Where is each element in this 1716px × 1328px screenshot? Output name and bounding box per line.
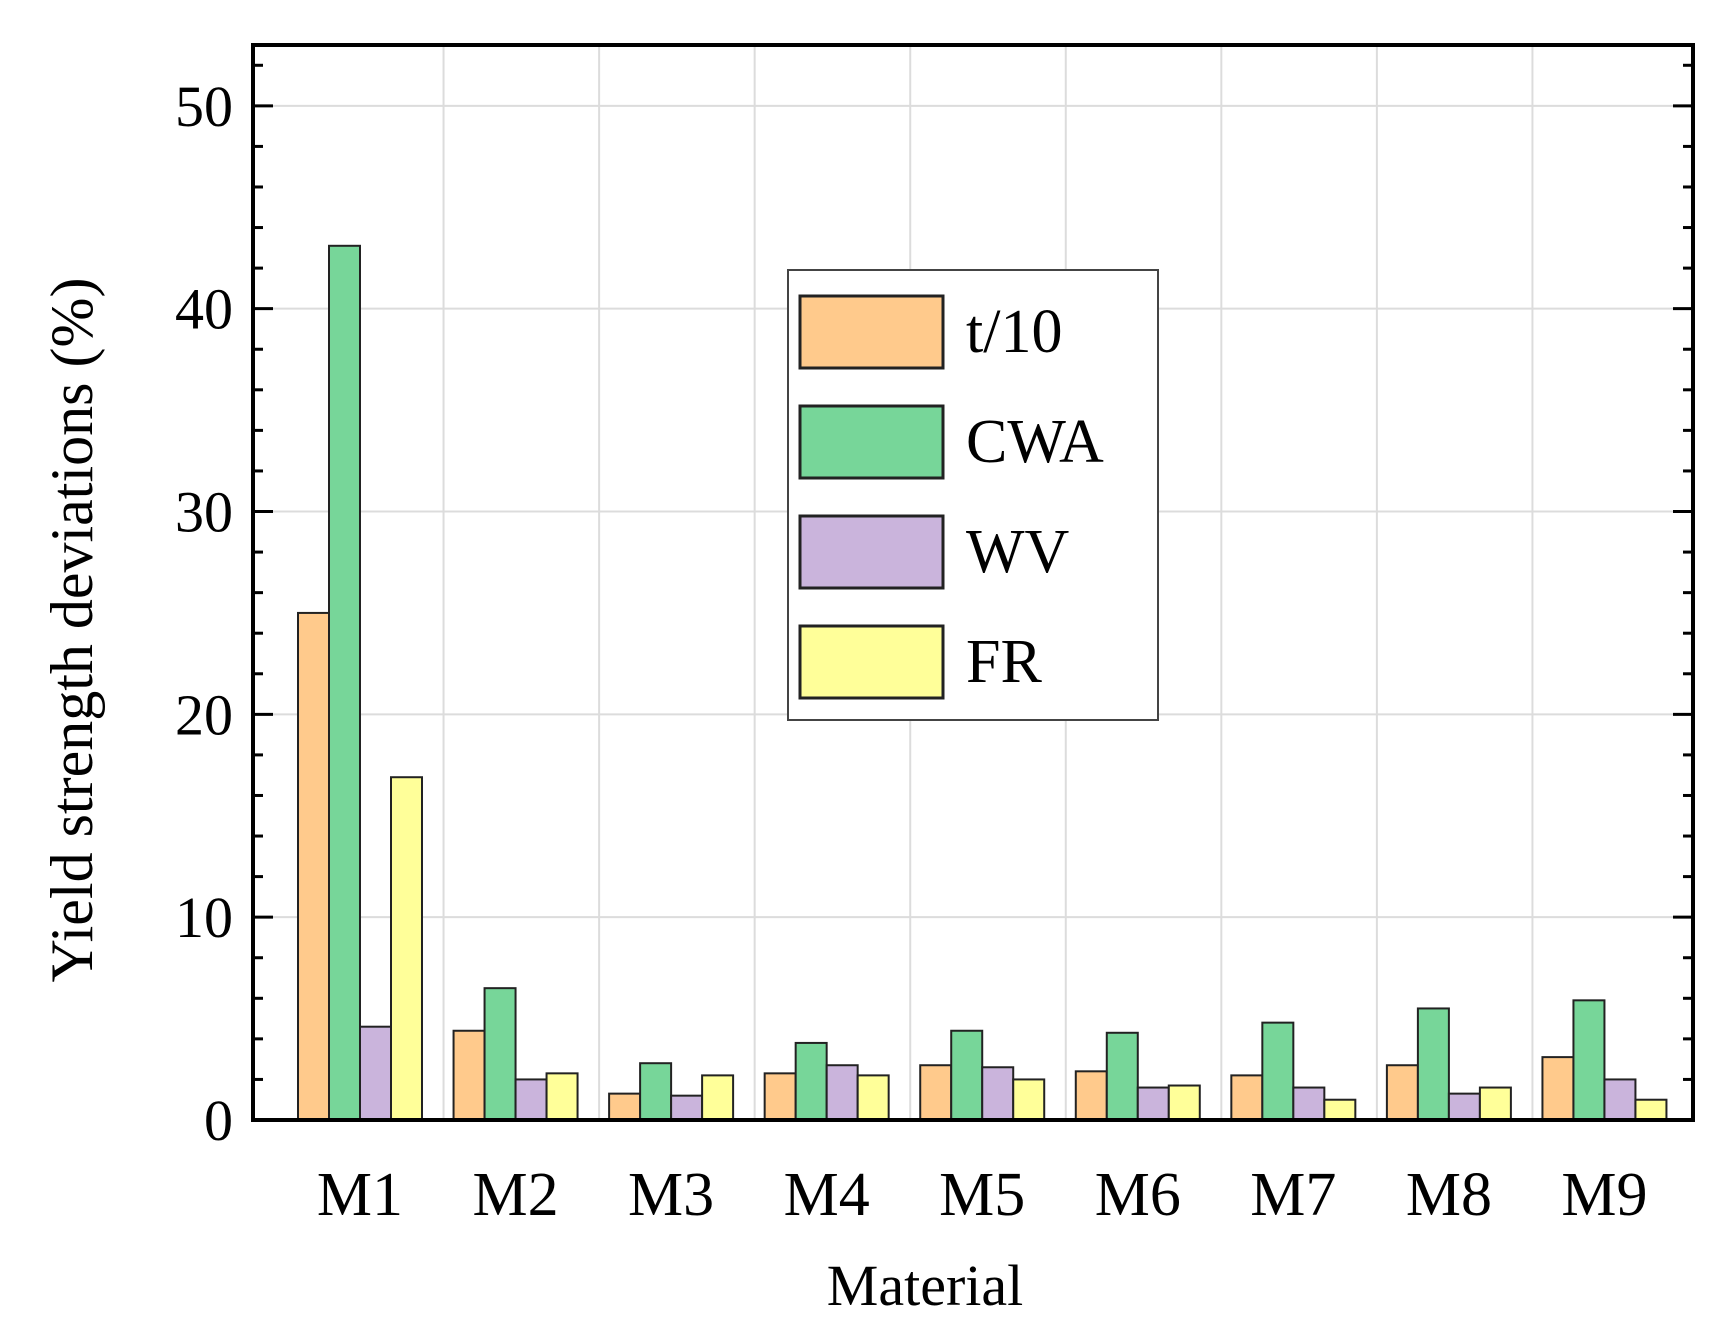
bar-FR-M6 xyxy=(1167,1084,1201,1122)
x-tick-label: M5 xyxy=(939,1161,1025,1229)
x-axis-title: Material xyxy=(827,1253,1023,1318)
y-tick-label: 10 xyxy=(175,885,233,950)
tick-labels: 0 10 20 30 40 50 M1 M2 M3 M4 M5 M6 M7 M8 M9 xyxy=(175,74,1648,1229)
y-tick-label: 50 xyxy=(175,74,233,139)
bar-t10-M9 xyxy=(1541,1056,1575,1122)
bar-CWA-M7 xyxy=(1261,1021,1295,1121)
bar-FR-M5 xyxy=(1012,1078,1046,1121)
bar-WV-M7 xyxy=(1292,1086,1326,1121)
bar-FR-M9 xyxy=(1634,1098,1668,1122)
x-tick-label: M6 xyxy=(1095,1161,1181,1229)
y-tick-label: 30 xyxy=(175,480,233,545)
bar-t10-M1 xyxy=(297,611,330,1121)
bar-WV-M9 xyxy=(1603,1078,1637,1121)
y-tick-label: 40 xyxy=(175,277,233,342)
x-tick-label: M1 xyxy=(317,1161,403,1229)
y-tick-label: 20 xyxy=(175,682,233,747)
legend-label: CWA xyxy=(966,408,1104,476)
bar-FR-M2 xyxy=(545,1072,579,1121)
y-tick-label: 0 xyxy=(204,1088,233,1153)
bar-t10-M6 xyxy=(1074,1070,1108,1122)
bar-FR-M8 xyxy=(1478,1086,1512,1121)
legend-swatch xyxy=(798,514,945,590)
bar-CWA-M8 xyxy=(1416,1007,1450,1122)
bar-WV-M4 xyxy=(825,1064,859,1121)
plot-frame xyxy=(251,43,1695,1122)
bar-t10-M5 xyxy=(919,1064,953,1121)
y-axis-title: Yield strength deviations (%) xyxy=(39,278,105,983)
bar-FR-M7 xyxy=(1323,1098,1357,1122)
bar-FR-M1 xyxy=(390,776,423,1121)
x-tick-label: M7 xyxy=(1250,1161,1336,1229)
legend-swatch xyxy=(798,404,945,480)
bar-CWA-M9 xyxy=(1572,999,1606,1122)
axes xyxy=(251,43,1695,1122)
bar-CWA-M2 xyxy=(483,987,517,1122)
bar-t10-M7 xyxy=(1230,1074,1264,1121)
bar-WV-M8 xyxy=(1447,1092,1481,1122)
bar-WV-M2 xyxy=(514,1078,548,1121)
bar-t10-M2 xyxy=(452,1029,486,1122)
x-tick-label: M4 xyxy=(784,1161,870,1229)
bar-t10-M4 xyxy=(763,1072,797,1121)
bar-CWA-M4 xyxy=(794,1041,828,1122)
legend: t/10 CWA WV FR xyxy=(787,269,1159,721)
bar-WV-M6 xyxy=(1136,1086,1170,1121)
legend-swatch xyxy=(798,624,945,700)
bars xyxy=(297,244,1668,1122)
bar-FR-M3 xyxy=(701,1074,735,1121)
legend-swatch xyxy=(798,294,945,370)
legend-label: t/10 xyxy=(966,298,1062,366)
x-tick-label: M3 xyxy=(628,1161,714,1229)
bar-CWA-M6 xyxy=(1105,1031,1139,1121)
x-tick-label: M8 xyxy=(1406,1161,1492,1229)
bar-FR-M4 xyxy=(856,1074,890,1121)
bar-CWA-M5 xyxy=(950,1029,984,1122)
bar-WV-M1 xyxy=(359,1025,392,1122)
legend-label: FR xyxy=(966,628,1042,696)
x-tick-label: M2 xyxy=(472,1161,558,1229)
bar-t10-M3 xyxy=(608,1092,642,1122)
bar-CWA-M1 xyxy=(328,244,361,1121)
bar-t10-M8 xyxy=(1385,1064,1419,1121)
legend-label: WV xyxy=(966,518,1070,586)
bar-CWA-M3 xyxy=(639,1062,673,1121)
bar-WV-M5 xyxy=(981,1066,1015,1122)
x-tick-label: M9 xyxy=(1561,1161,1647,1229)
bar-WV-M3 xyxy=(670,1094,704,1122)
